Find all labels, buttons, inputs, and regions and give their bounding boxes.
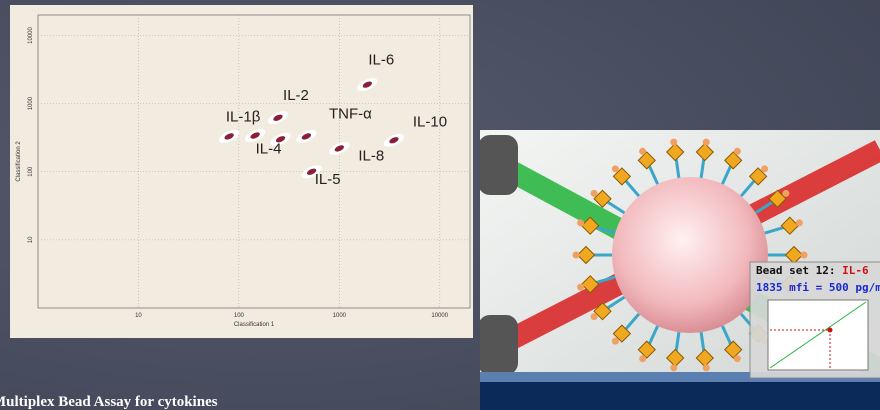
label-dot xyxy=(782,190,789,197)
cluster-label: IL-6 xyxy=(368,52,394,69)
label-dot xyxy=(639,355,646,362)
cluster-label: IL-2 xyxy=(283,87,309,104)
cluster-label: IL-8 xyxy=(358,147,384,164)
label-dot xyxy=(801,252,808,259)
info-line1: Bead set 12: IL-6 xyxy=(756,264,869,277)
label-dot xyxy=(577,284,584,291)
laser-source xyxy=(478,135,518,195)
x-axis-title: Classification 1 xyxy=(234,322,275,328)
y-tick-label: 1000 xyxy=(28,96,34,110)
label-dot xyxy=(703,139,710,146)
analyte: IL-6 xyxy=(842,264,869,277)
y-tick-label: 10 xyxy=(28,236,34,243)
bead-set: Bead set 12: xyxy=(756,264,842,277)
illustration: Bead set 12: IL-6 1835 mfi = 500 pg/mL xyxy=(478,130,880,410)
label-dot xyxy=(796,219,803,226)
label-dot xyxy=(639,148,646,155)
label-dot xyxy=(573,252,580,259)
laser-source xyxy=(478,315,518,375)
label-dot xyxy=(734,148,741,155)
cluster-label: IL-1β xyxy=(226,109,261,126)
info-line2: 1835 mfi = 500 pg/mL xyxy=(756,281,880,294)
band xyxy=(480,382,880,410)
label-dot xyxy=(591,190,598,197)
y-tick-label: 10000 xyxy=(28,27,34,44)
cluster-label: TNF-α xyxy=(329,105,372,122)
x-tick-label: 1000 xyxy=(333,313,347,319)
label-dot xyxy=(703,364,710,371)
mini-point xyxy=(828,328,833,333)
label-dot xyxy=(591,313,598,320)
page: {"chart_data": {"type": "scatter", "x": … xyxy=(0,0,880,410)
label-dot xyxy=(612,165,619,172)
label-dot xyxy=(761,165,768,172)
label-dot xyxy=(734,355,741,362)
bead xyxy=(612,177,768,333)
caption: Multiplex Bead Assay for cytokines xyxy=(0,394,218,410)
y-axis-title: Classification 2 xyxy=(16,141,22,182)
label-dot xyxy=(577,219,584,226)
plot-image xyxy=(10,5,473,338)
x-tick-label: 10000 xyxy=(431,313,448,319)
y-tick-label: 100 xyxy=(28,166,34,177)
label-dot xyxy=(670,364,677,371)
cluster-label: IL-5 xyxy=(315,171,341,188)
x-tick-label: 10 xyxy=(135,313,142,319)
x-tick-label: 100 xyxy=(234,313,245,319)
label-dot xyxy=(612,338,619,345)
slide: 10 100 1000 10000 10 100 1000 10000 Classificati… xyxy=(0,0,880,410)
cluster-label: IL-4 xyxy=(256,140,282,157)
cluster-label: IL-10 xyxy=(413,113,447,130)
label-dot xyxy=(670,139,677,146)
